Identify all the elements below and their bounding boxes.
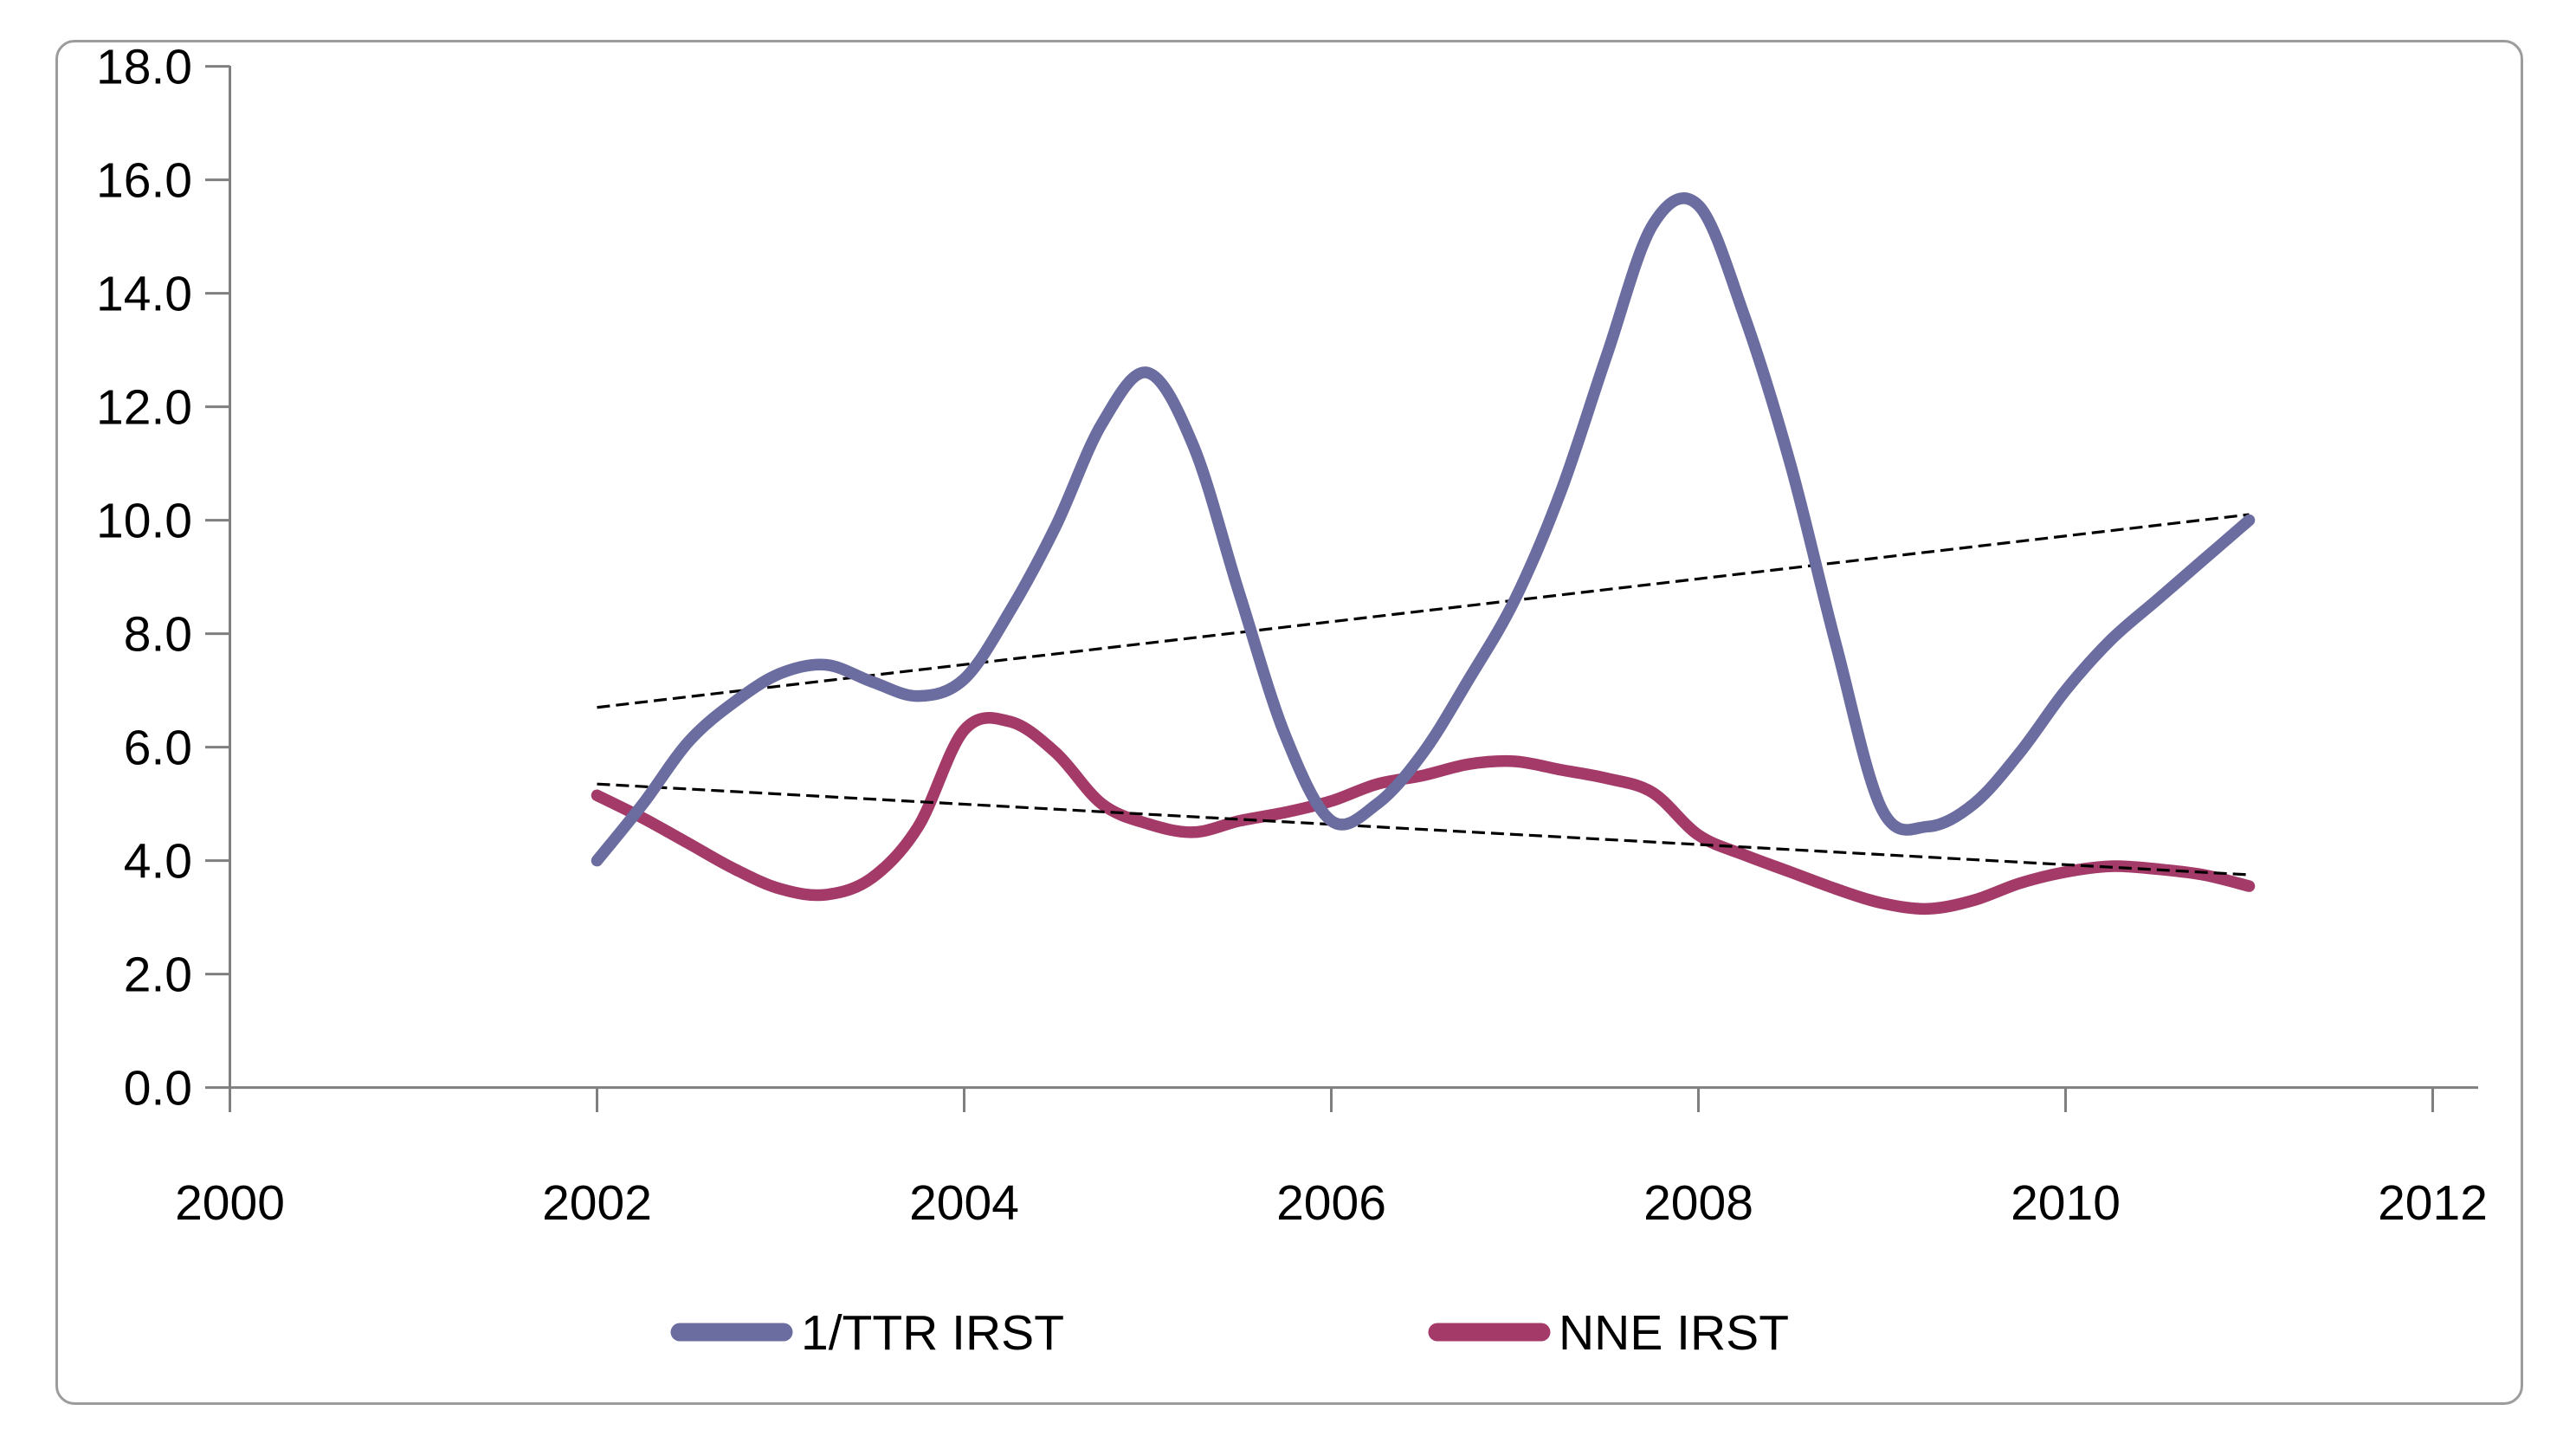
legend-label: 1/TTR IRST: [801, 1305, 1064, 1361]
y-axis-labels: 0.0 2.0 4.0 6.0 8.0 10.0 12.0 14.0 16.0 18.0: [96, 40, 192, 1116]
x-axis-labels: 2000 2002 2004 2006 2008 2010 2012: [175, 1175, 2488, 1231]
trendline-1-ttr-irst: [597, 513, 2250, 709]
x-tick-label: 2000: [175, 1175, 285, 1231]
y-tick-label: 8.0: [124, 607, 192, 663]
x-tick-label: 2006: [1276, 1175, 1386, 1231]
y-tick-label: 10.0: [96, 494, 192, 549]
y-tick-label: 0.0: [124, 1061, 192, 1116]
series-front: [591, 192, 2256, 867]
series-back: [591, 712, 2256, 916]
y-tick-label: 14.0: [96, 267, 192, 322]
x-tick-label: 2002: [542, 1175, 652, 1231]
x-tick-label: 2008: [1643, 1175, 1753, 1231]
y-axis-ticks: [205, 65, 230, 1090]
y-tick-label: 12.0: [96, 380, 192, 436]
trendline-nne-irst: [597, 782, 2250, 877]
y-tick-label: 16.0: [96, 153, 192, 209]
axes: [229, 66, 2478, 1112]
legend-label: NNE IRST: [1559, 1305, 1789, 1361]
y-tick-label: 18.0: [96, 40, 192, 95]
chart-frame-border: [55, 40, 2523, 1405]
x-axis-ticks: [229, 1087, 2434, 1112]
y-tick-label: 6.0: [124, 721, 192, 776]
series-line-1-ttr-irst: [591, 192, 2256, 867]
x-tick-label: 2012: [2378, 1175, 2488, 1231]
series-line-nne-irst: [591, 712, 2256, 916]
x-tick-label: 2004: [909, 1175, 1019, 1231]
y-tick-label: 4.0: [124, 834, 192, 890]
trendlines: [597, 513, 2250, 877]
x-tick-label: 2010: [2011, 1175, 2121, 1231]
legend: 1/TTR IRST NNE IRST: [670, 1305, 1789, 1361]
y-tick-label: 2.0: [124, 948, 192, 1003]
